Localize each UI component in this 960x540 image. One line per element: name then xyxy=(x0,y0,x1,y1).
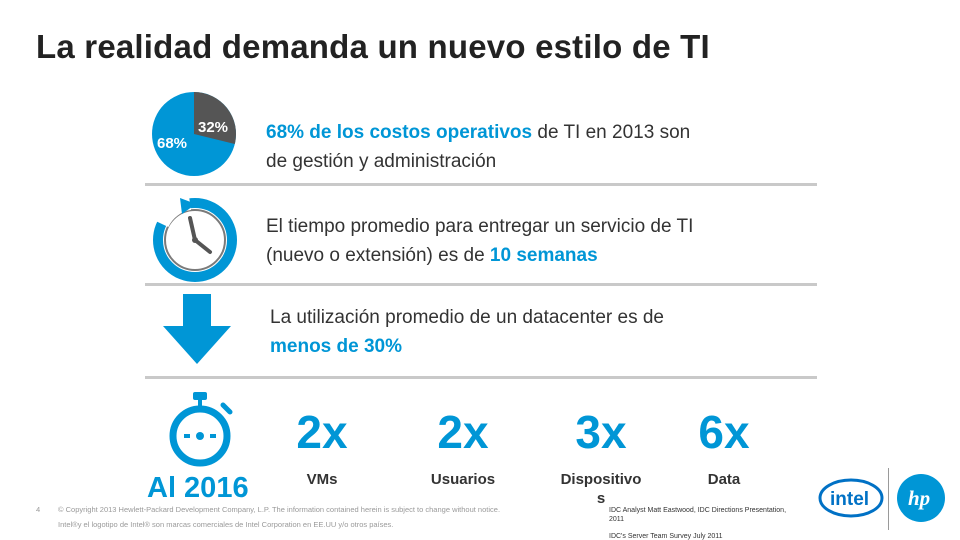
page-number: 4 xyxy=(36,505,41,514)
row1-highlight: 68% de los costos operativos xyxy=(266,122,533,143)
year-label: Al 2016 xyxy=(147,472,249,504)
stat-label-dispositivos-line1: Dispositivo xyxy=(560,471,642,488)
row3-text-line1: La utilización promedio de un datacenter… xyxy=(270,307,664,328)
intel-logo: intel xyxy=(818,478,884,518)
intel-trademark-note: Intel®y el logotipo de Intel® son marcas… xyxy=(58,520,394,529)
stat-label-data: Data xyxy=(707,471,741,488)
pie-label-large: 68% xyxy=(157,135,187,152)
row3-highlight: menos de 30% xyxy=(270,336,402,357)
source-line1: IDC Analyst Matt Eastwood, IDC Direction… xyxy=(609,507,787,514)
divider-3 xyxy=(145,376,817,379)
intel-logo-text: intel xyxy=(830,489,869,510)
stopwatch-icon xyxy=(169,392,233,467)
source-line3: IDC's Server Team Survey July 2011 xyxy=(609,533,723,540)
hp-logo: hp xyxy=(897,474,945,522)
stat-value-data: 6x xyxy=(698,406,750,458)
pie-chart-icon: 32% 68% xyxy=(152,92,237,176)
divider-2 xyxy=(145,283,817,286)
divider-1 xyxy=(145,183,817,186)
clock-icon xyxy=(153,196,237,282)
logo-separator xyxy=(888,468,889,530)
row1-text-rest: de TI en 2013 son xyxy=(532,122,691,143)
pie-label-small: 32% xyxy=(198,119,228,136)
row1-text-line2: de gestión y administración xyxy=(266,151,497,172)
slide-title: La realidad demanda un nuevo estilo de T… xyxy=(36,28,710,65)
source-citation: IDC Analyst Matt Eastwood, IDC Direction… xyxy=(609,506,819,540)
stat-label-usuarios: Usuarios xyxy=(430,471,496,488)
stat-label-vms: VMs xyxy=(306,471,338,488)
row2-text-line2-start: (nuevo o extensión) es de xyxy=(266,245,490,266)
source-line2: 2011 xyxy=(609,516,625,523)
row1-text: 68% de los costos operativos de TI en 20… xyxy=(266,118,816,176)
hp-logo-text: hp xyxy=(908,486,930,510)
row2-text-line1: El tiempo promedio para entregar un serv… xyxy=(266,216,694,237)
down-arrow-icon xyxy=(163,294,231,364)
stat-value-usuarios: 2x xyxy=(437,406,489,458)
row2-text: El tiempo promedio para entregar un serv… xyxy=(266,212,826,270)
row2-highlight: 10 semanas xyxy=(489,245,598,266)
stat-label-dispositivos-line2: s xyxy=(596,490,606,507)
row3-text: La utilización promedio de un datacenter… xyxy=(270,303,830,361)
stat-value-vms: 2x xyxy=(296,406,348,458)
stat-value-dispositivos: 3x xyxy=(575,406,627,458)
copyright-text: © Copyright 2013 Hewlett-Packard Develop… xyxy=(58,505,501,514)
stat-label-dispositivos: Dispositivo s xyxy=(546,470,656,508)
